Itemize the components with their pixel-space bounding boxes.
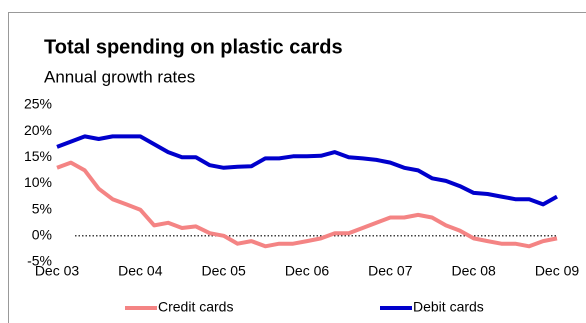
y-tick-label: 20% bbox=[24, 122, 52, 138]
series-line bbox=[56, 160, 558, 249]
legend-label: Credit cards bbox=[158, 299, 233, 315]
x-tick-label: Dec 08 bbox=[451, 263, 496, 279]
x-tick-label: Dec 06 bbox=[285, 263, 330, 279]
frame bbox=[8, 12, 586, 323]
legend-label: Debit cards bbox=[413, 299, 484, 315]
y-tick-label: 15% bbox=[24, 148, 52, 164]
x-tick-label: Dec 07 bbox=[368, 263, 413, 279]
chart-subtitle: Annual growth rates bbox=[44, 67, 195, 86]
x-tick-label: Dec 03 bbox=[35, 263, 80, 279]
y-tick-label: -5% bbox=[27, 253, 52, 269]
x-tick-label: Dec 05 bbox=[201, 263, 246, 279]
x-tick-label: Dec 04 bbox=[118, 263, 163, 279]
y-tick-label: 10% bbox=[24, 174, 52, 190]
series-line bbox=[56, 134, 558, 207]
y-tick-label: 0% bbox=[32, 227, 52, 243]
y-tick-label: 5% bbox=[32, 200, 52, 216]
y-tick-label: 25% bbox=[24, 96, 52, 112]
x-tick-label: Dec 09 bbox=[535, 263, 580, 279]
chart-title: Total spending on plastic cards bbox=[44, 36, 343, 58]
